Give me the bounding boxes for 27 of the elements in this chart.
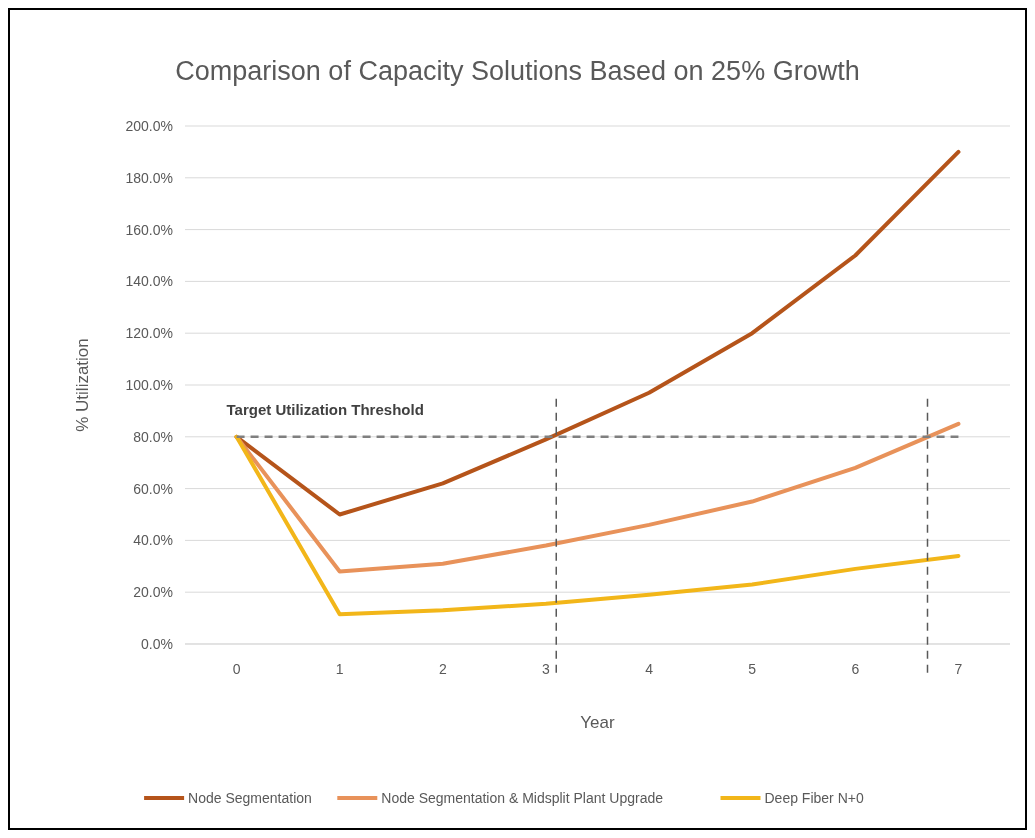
x-axis-title: Year [580,713,616,732]
y-tick-label: 80.0% [133,428,173,445]
y-axis-title: % Utilization [73,338,92,432]
y-tick-label: 60.0% [133,480,173,497]
y-tick-label: 180.0% [125,169,173,186]
line-series [234,434,961,617]
x-tick-label: 1 [335,661,344,677]
x-tick-label: 0 [232,661,241,677]
legend-label: Node Segmentation [188,790,312,806]
x-tick-label: 4 [645,661,654,677]
y-tick-label: 0.0% [141,636,173,652]
y-tick-label: 200.0% [125,118,173,134]
x-tick-label: 5 [748,661,757,677]
x-tick-label: 7 [954,661,963,677]
y-tick-label: 160.0% [125,221,173,238]
chart-title: Comparison of Capacity Solutions Based on 25% Growth [175,56,860,86]
legend-label: Node Segmentation & Midsplit Plant Upgrade [381,790,664,806]
ref-line-label: Target Utilization Threshold [226,400,424,418]
y-tick-label: 100.0% [125,377,173,393]
y-tick-label: 140.0% [125,273,173,290]
x-tick-label: 2 [438,661,447,677]
legend-label: Deep Fiber N+0 [764,790,864,806]
y-tick-label: 20.0% [133,584,173,601]
y-tick-label: 120.0% [125,325,173,342]
y-tick-label: 40.0% [133,532,173,549]
x-tick-label: 6 [851,661,860,677]
x-tick-label: 3 [542,661,551,677]
